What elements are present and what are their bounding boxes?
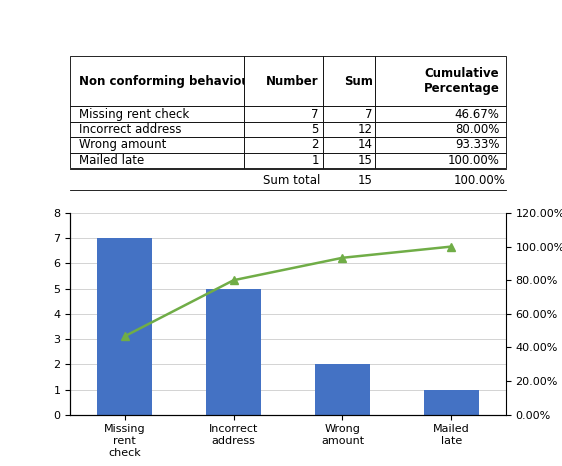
- Text: 100.00%: 100.00%: [454, 174, 506, 187]
- Text: Sum total: Sum total: [264, 174, 321, 187]
- Bar: [315, 364, 370, 415]
- Bar: [206, 288, 261, 415]
- Bar: [97, 238, 152, 415]
- Bar: [424, 390, 479, 415]
- Text: 15: 15: [358, 174, 373, 187]
